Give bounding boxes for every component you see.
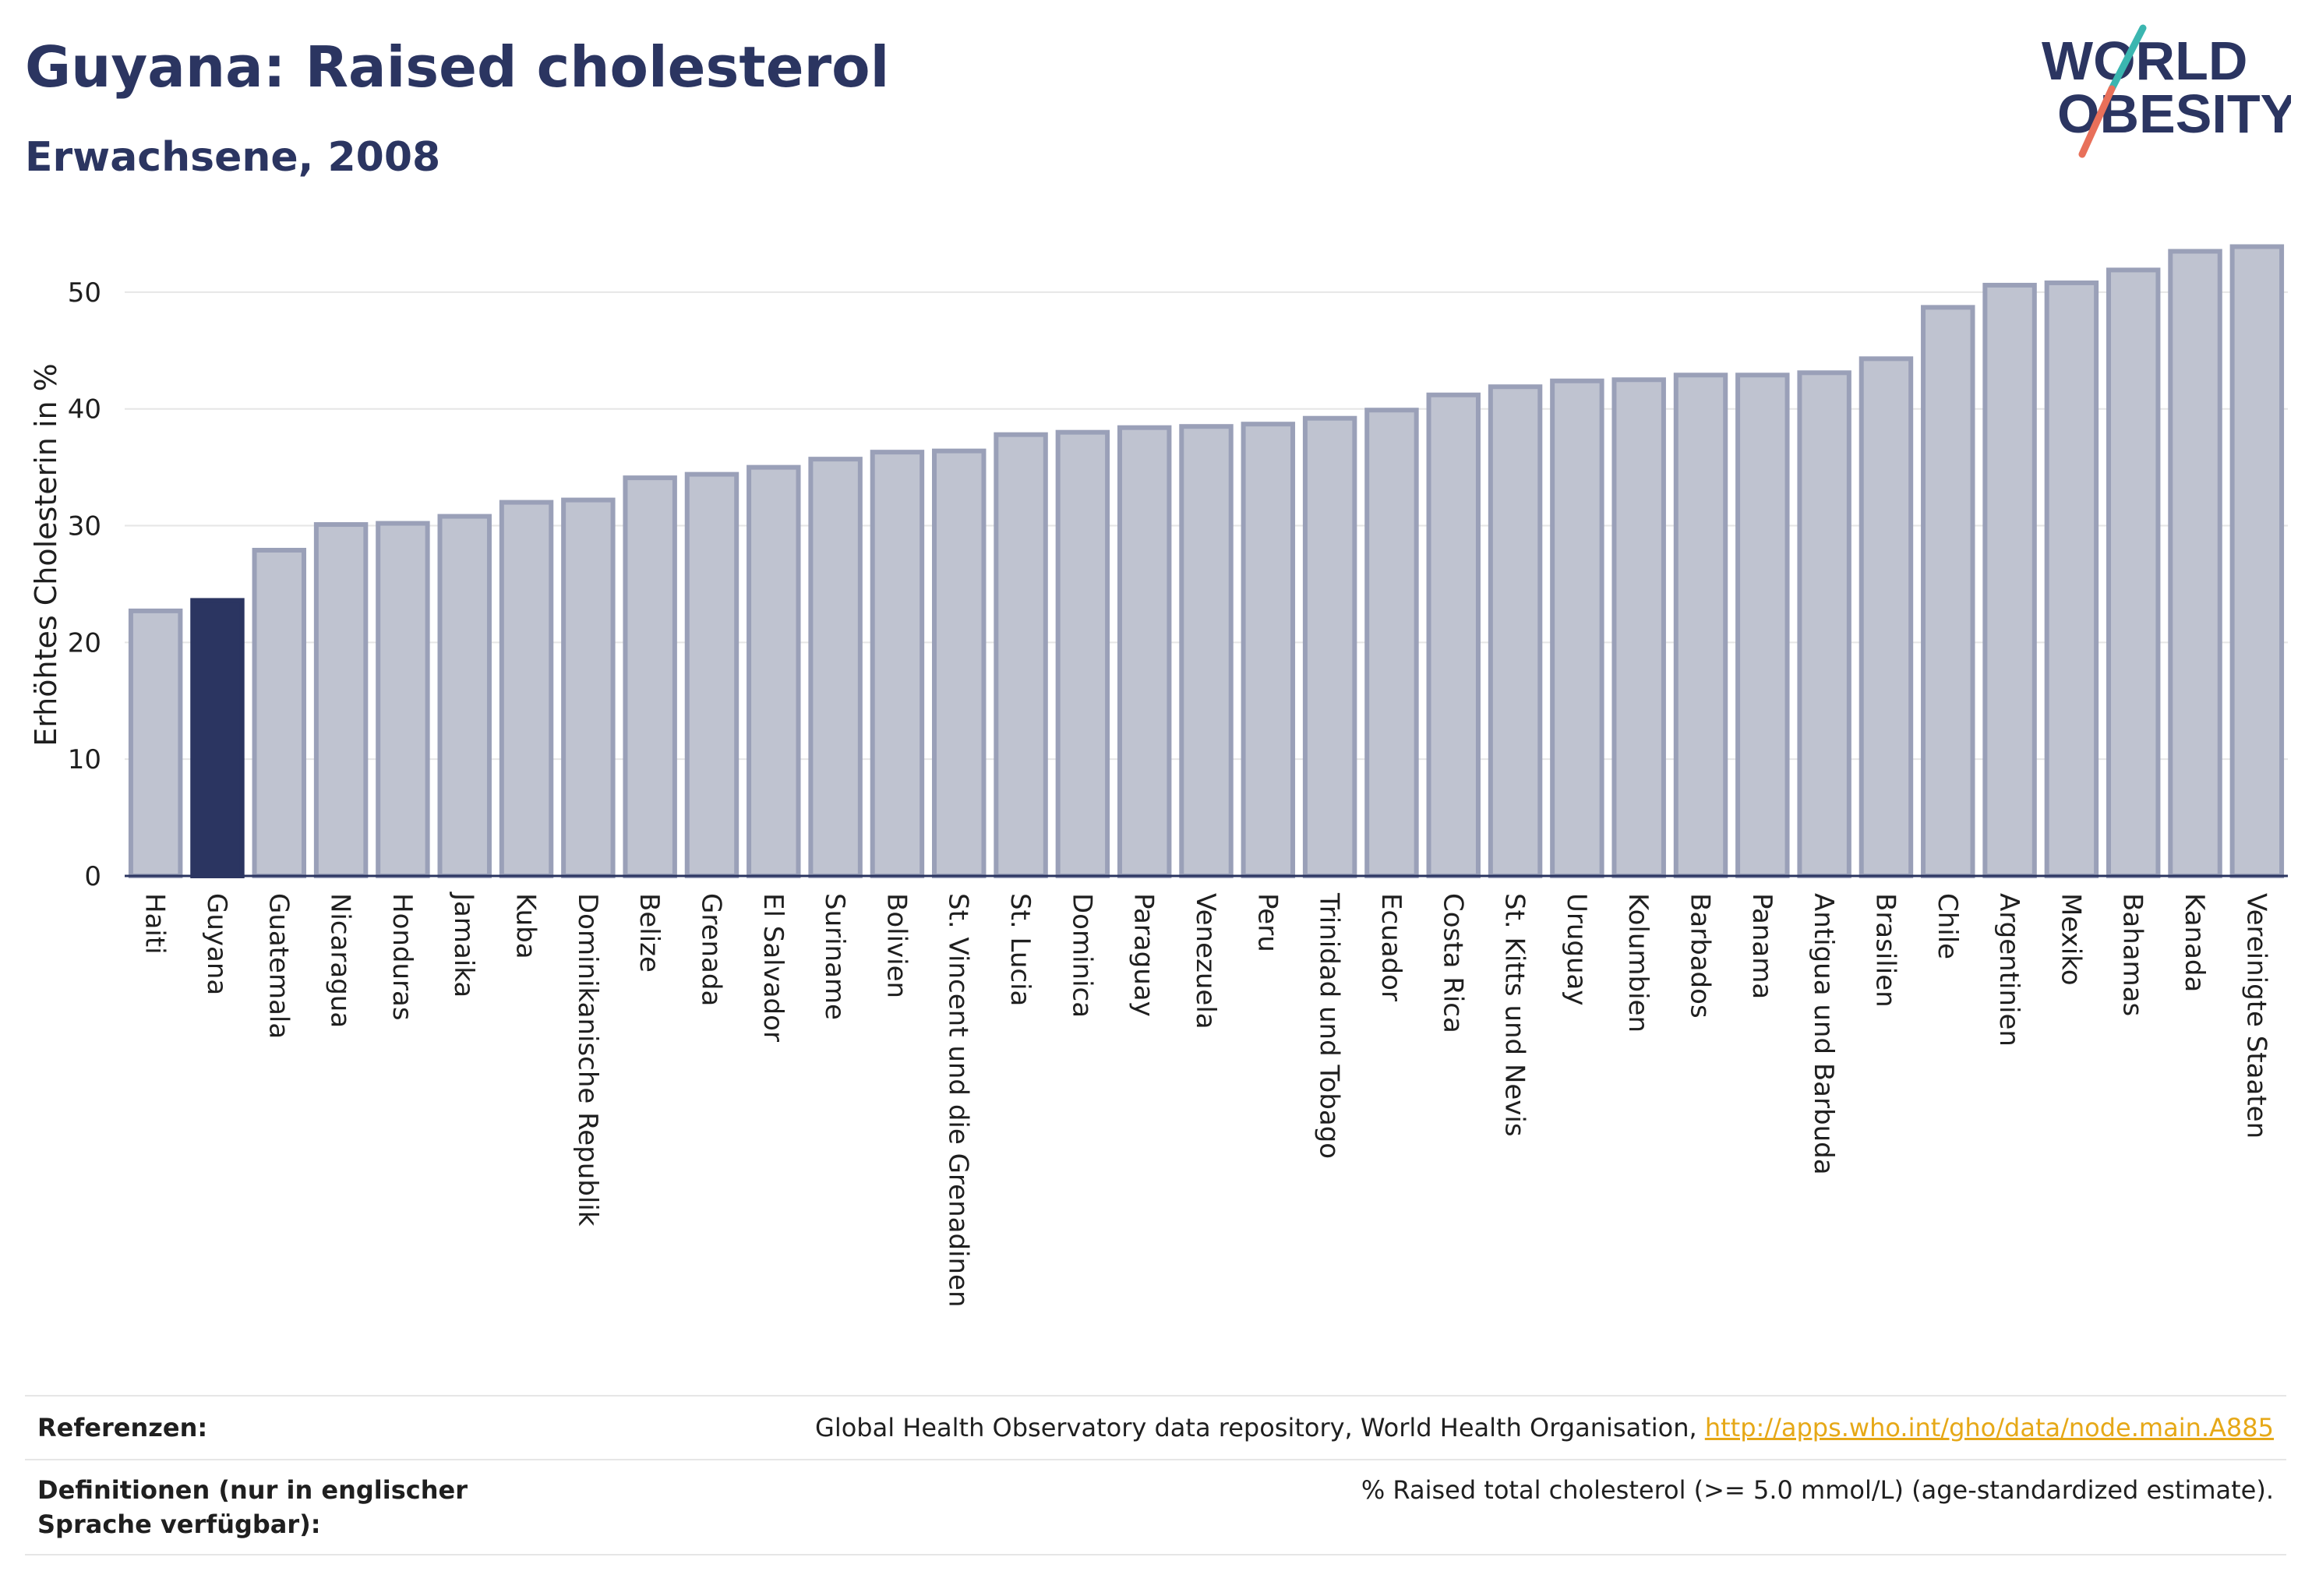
bar <box>1797 370 1851 878</box>
x-tick-label: Ecuador <box>1375 893 1407 1001</box>
y-tick-label: 0 <box>84 861 101 892</box>
bar <box>808 457 863 878</box>
x-tick-label: Barbados <box>1685 893 1716 1019</box>
y-tick-label: 30 <box>68 511 101 542</box>
y-tick-label: 50 <box>68 277 101 309</box>
y-tick-label: 10 <box>68 744 101 775</box>
x-tick-label: Uruguay <box>1561 893 1592 1006</box>
bar <box>994 432 1048 878</box>
bar <box>1550 378 1604 878</box>
bar <box>1364 408 1419 878</box>
x-tick-label: Guyana <box>201 893 232 995</box>
x-tick-label: Vereinigte Staaten <box>2240 893 2271 1139</box>
x-tick-label: Bolivien <box>881 893 912 998</box>
bar <box>376 521 430 878</box>
bar <box>932 448 987 878</box>
x-tick-label: Brasilien <box>1869 893 1901 1008</box>
logo-text-world: WORLD <box>2042 30 2247 91</box>
bar <box>2044 280 2099 878</box>
bar <box>252 548 307 878</box>
bar <box>1858 356 1914 878</box>
y-tick-label: 20 <box>68 627 101 659</box>
bar <box>2168 249 2222 878</box>
x-tick-label: Haiti <box>139 893 171 955</box>
references-value: Global Health Observatory data repositor… <box>815 1411 2274 1445</box>
bar <box>1302 415 1357 878</box>
page-subtitle: Erwachsene, 2008 <box>25 134 441 181</box>
x-tick-label: Honduras <box>387 893 418 1021</box>
bar <box>128 608 183 878</box>
bar <box>1426 392 1481 878</box>
logo-text-obesity: OBESITY <box>2057 83 2291 144</box>
x-tick-label: El Salvador <box>757 893 789 1042</box>
bar <box>2229 244 2285 879</box>
x-tick-label: Guatemala <box>263 893 294 1039</box>
bar <box>437 514 492 878</box>
bar-highlight <box>190 598 245 878</box>
bar <box>684 471 740 878</box>
x-tick-label: Kolumbien <box>1622 893 1654 1033</box>
bar <box>747 464 801 878</box>
x-tick-label: Venezuela <box>1190 893 1221 1029</box>
bar <box>1921 305 1975 879</box>
x-tick-label: Bahamas <box>2117 893 2148 1016</box>
world-obesity-logo: WORLD OBESITY <box>2042 24 2291 158</box>
bar <box>2106 267 2161 878</box>
bar <box>1735 373 1790 878</box>
x-tick-label: Jamaika <box>448 892 479 998</box>
x-tick-label: Dominikanische Republik <box>572 893 603 1227</box>
definitions-row: Definitionen (nur in englischer Sprache … <box>25 1459 2286 1555</box>
x-tick-label: St. Lucia <box>1004 893 1036 1006</box>
x-tick-label: Panama <box>1746 893 1777 999</box>
bar <box>1055 429 1110 878</box>
x-tick-label: Kuba <box>510 893 542 959</box>
x-tick-label: Trinidad und Tobago <box>1314 892 1345 1159</box>
x-tick-label: Costa Rica <box>1437 893 1468 1033</box>
bar <box>313 522 369 879</box>
x-tick-label: St. Kitts und Nevis <box>1499 893 1530 1137</box>
logo-slash-teal <box>2108 24 2147 93</box>
references-link[interactable]: http://apps.who.int/gho/data/node.main.A… <box>1704 1413 2274 1442</box>
bar <box>870 450 925 878</box>
x-tick-label: Dominica <box>1066 893 1097 1018</box>
x-tick-label: Chile <box>1932 893 1963 959</box>
x-tick-label: Nicaragua <box>325 893 356 1028</box>
bar <box>1673 373 1728 878</box>
bar <box>623 475 677 878</box>
x-tick-label: Belize <box>634 893 665 973</box>
bar <box>1488 384 1543 878</box>
y-tick-label: 40 <box>68 394 101 425</box>
x-tick-label: Antigua und Barbuda <box>1808 893 1839 1175</box>
bar <box>1117 425 1172 878</box>
x-tick-label: Suriname <box>819 893 850 1020</box>
x-tick-label: Peru <box>1251 893 1283 952</box>
definitions-label: Definitionen (nur in englischer Sprache … <box>37 1475 468 1539</box>
x-tick-label: Paraguay <box>1128 893 1160 1017</box>
references-row: Referenzen: Global Health Observatory da… <box>25 1395 2286 1459</box>
definitions-value: % Raised total cholesterol (>= 5.0 mmol/… <box>1361 1475 2274 1505</box>
bar <box>1179 424 1234 878</box>
bar <box>1241 422 1296 878</box>
x-tick-label: Argentinien <box>1993 893 2024 1047</box>
x-tick-label: Kanada <box>2179 893 2210 992</box>
x-tick-label: Grenada <box>695 893 726 1006</box>
logo-slash-coral <box>2078 85 2116 158</box>
bar <box>561 497 616 878</box>
references-label: Referenzen: <box>37 1413 208 1442</box>
y-axis-label: Erhöhtes Cholesterin in % <box>29 363 63 747</box>
references-text: Global Health Observatory data repositor… <box>815 1413 1705 1442</box>
bar-chart: 0 10 20 30 40 50 Erhöhtes Cholesterin in % Hait… <box>29 244 2288 1308</box>
x-tick-label: Mexiko <box>2055 893 2086 986</box>
page-title: Guyana: Raised cholesterol <box>25 34 890 100</box>
bar <box>1982 282 2037 879</box>
x-tick-label: St. Vincent und die Grenadinen <box>943 893 974 1308</box>
bar <box>499 500 554 879</box>
bar <box>1611 377 1666 879</box>
